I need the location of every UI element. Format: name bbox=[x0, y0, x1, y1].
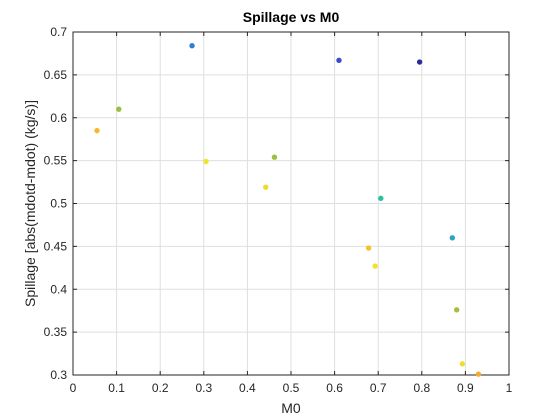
x-tick-label: 0.8 bbox=[413, 381, 430, 395]
data-point bbox=[416, 59, 423, 65]
data-point bbox=[94, 127, 100, 134]
data-point bbox=[372, 263, 378, 269]
chart-title: Spillage vs M0 bbox=[243, 9, 340, 25]
y-tick-label: 0.4 bbox=[50, 282, 67, 296]
x-axis: 0 0.1 0.2 0.3 0.4 0.5 0.6 0.7 0.8 0.9 1 bbox=[70, 32, 513, 395]
data-point bbox=[336, 57, 342, 63]
x-tick-label: 0.4 bbox=[239, 381, 256, 395]
y-axis: 0.3 0.35 0.4 0.45 0.5 0.55 0.6 0.65 0.7 bbox=[44, 25, 509, 382]
data-points bbox=[94, 43, 482, 377]
data-point bbox=[459, 361, 466, 367]
x-tick-label: 0 bbox=[70, 381, 77, 395]
y-axis-label: Spillage [abs(mdotd-mdot) (kg/s)] bbox=[22, 100, 38, 307]
data-point bbox=[378, 195, 384, 202]
x-tick-label: 0.2 bbox=[152, 381, 169, 395]
data-point bbox=[475, 371, 482, 377]
data-point bbox=[203, 158, 209, 165]
data-point bbox=[449, 235, 456, 241]
data-point bbox=[271, 154, 278, 160]
x-tick-label: 0.7 bbox=[370, 381, 387, 395]
y-tick-label: 0.65 bbox=[44, 68, 68, 82]
y-tick-label: 0.6 bbox=[50, 111, 67, 125]
data-point bbox=[365, 245, 372, 251]
grid bbox=[73, 32, 509, 375]
x-tick-label: 0.6 bbox=[326, 381, 343, 395]
data-point bbox=[116, 106, 122, 112]
x-tick-label: 0.3 bbox=[195, 381, 212, 395]
data-point bbox=[453, 307, 460, 313]
y-tick-label: 0.5 bbox=[50, 197, 67, 211]
x-tick-label: 0.5 bbox=[283, 381, 300, 395]
y-tick-label: 0.35 bbox=[44, 325, 68, 339]
x-tick-label: 1 bbox=[506, 381, 513, 395]
y-tick-label: 0.3 bbox=[50, 368, 67, 382]
x-axis-label: M0 bbox=[281, 400, 301, 416]
x-tick-label: 0.9 bbox=[457, 381, 474, 395]
data-point bbox=[189, 43, 195, 49]
y-tick-label: 0.55 bbox=[44, 154, 68, 168]
y-tick-label: 0.7 bbox=[50, 25, 67, 39]
y-tick-label: 0.45 bbox=[44, 239, 68, 253]
x-tick-label: 0.1 bbox=[108, 381, 125, 395]
data-point bbox=[263, 184, 269, 190]
